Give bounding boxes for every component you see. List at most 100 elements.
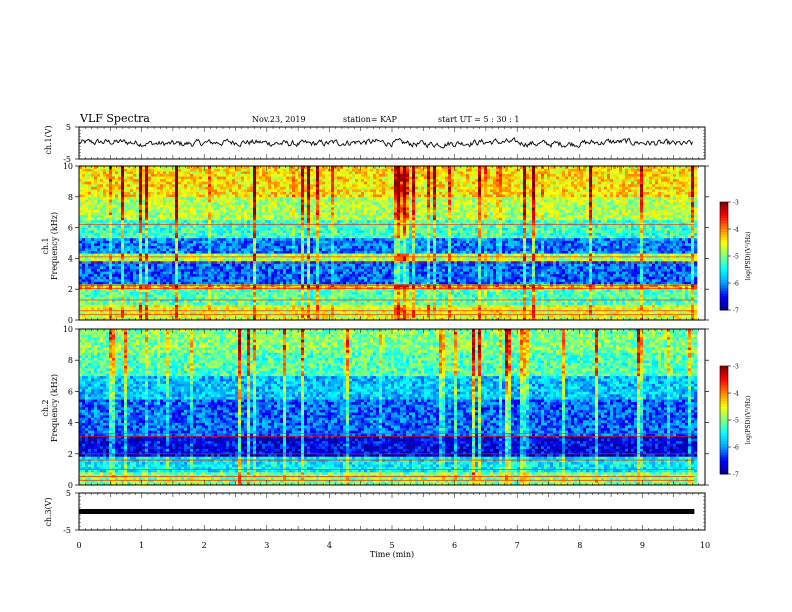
- spectrogram-cell: [439, 307, 442, 310]
- spectrogram-cell: [523, 315, 526, 318]
- spectrogram-cell: [244, 276, 247, 279]
- spectrogram-cell: [571, 302, 574, 305]
- spectrogram-cell: [640, 315, 643, 318]
- spectrogram-cell: [85, 315, 88, 318]
- spectrogram-cell: [265, 264, 268, 267]
- spectrogram-cell: [82, 315, 85, 318]
- spectrogram-cell: [205, 297, 208, 300]
- spectrogram-cell: [400, 302, 403, 305]
- spectrogram-cell: [670, 282, 673, 285]
- spectrogram-cell: [571, 292, 574, 295]
- spectrogram-cell: [421, 315, 424, 318]
- spectrogram-cell: [196, 289, 199, 292]
- spectrogram-cell: [679, 264, 682, 267]
- spectrogram-cell: [658, 305, 661, 308]
- spectrogram-cell: [463, 289, 466, 292]
- spectrogram-cell: [460, 271, 463, 274]
- spectrogram-cell: [208, 297, 211, 300]
- spectrogram-cell: [175, 289, 178, 292]
- spectrogram-cell: [538, 307, 541, 310]
- spectrogram-cell: [448, 271, 451, 274]
- spectrogram-cell: [331, 271, 334, 274]
- spectrogram-cell: [610, 305, 613, 308]
- spectrogram-cell: [568, 276, 571, 279]
- spectrogram-cell: [358, 297, 361, 300]
- spectrogram-cell: [448, 279, 451, 282]
- spectrogram-cell: [136, 271, 139, 274]
- spectrogram-cell: [523, 276, 526, 279]
- spectrogram-cell: [451, 297, 454, 300]
- spectrogram-cell: [289, 282, 292, 285]
- spectrogram-cell: [286, 315, 289, 318]
- spectrogram-cell: [583, 305, 586, 308]
- spectrogram-cell: [451, 282, 454, 285]
- spectrogram-cell: [412, 292, 415, 295]
- spectrogram-cell: [466, 294, 469, 297]
- spectrogram-cell: [196, 294, 199, 297]
- spectrogram-cell: [580, 269, 583, 272]
- spectrogram-cell: [223, 315, 226, 318]
- spectrogram-cell: [130, 305, 133, 308]
- spectrogram-cell: [217, 271, 220, 274]
- spectrogram-cell: [625, 279, 628, 282]
- spectrogram-cell: [433, 274, 436, 277]
- spectrogram-cell: [664, 276, 667, 279]
- spectrogram-cell: [217, 292, 220, 295]
- spectrogram-cell: [370, 302, 373, 305]
- spectrogram-cell: [313, 266, 316, 269]
- spectrogram-cell: [241, 266, 244, 269]
- spectrogram-cell: [463, 315, 466, 318]
- spectrogram-cell: [649, 271, 652, 274]
- spectrogram-cell: [220, 279, 223, 282]
- spectrogram-cell: [343, 266, 346, 269]
- spectrogram-cell: [283, 269, 286, 272]
- spectrogram-cell: [157, 266, 160, 269]
- spectrogram-cell: [391, 289, 394, 292]
- spectrogram-cell: [487, 279, 490, 282]
- spectrogram-cell: [181, 282, 184, 285]
- spectrogram-cell: [601, 261, 604, 264]
- spectrogram-cell: [292, 276, 295, 279]
- spectrogram-cell: [568, 307, 571, 310]
- spectrogram-cell: [466, 264, 469, 267]
- spectrogram-cell: [427, 271, 430, 274]
- spectrogram-cell: [532, 292, 535, 295]
- spectrogram-cell: [586, 276, 589, 279]
- spectrogram-cell: [355, 297, 358, 300]
- spectrogram-cell: [622, 315, 625, 318]
- spectrogram-cell: [220, 269, 223, 272]
- spectrogram-cell: [592, 274, 595, 277]
- spectrogram-cell: [487, 264, 490, 267]
- spectrogram-cell: [460, 315, 463, 318]
- spectrogram-cell: [526, 305, 529, 308]
- spectrogram-cell: [532, 307, 535, 310]
- spectrogram-cell: [571, 276, 574, 279]
- spectrogram-cell: [196, 282, 199, 285]
- spectrogram-cell: [106, 264, 109, 267]
- spectrogram-cell: [112, 282, 115, 285]
- spectrogram-cell: [544, 274, 547, 277]
- spectrogram-cell: [250, 261, 253, 264]
- spectrogram-cell: [361, 276, 364, 279]
- spectrogram-cell: [595, 261, 598, 264]
- spectrogram-cell: [124, 307, 127, 310]
- spectrogram-cell: [259, 307, 262, 310]
- spectrogram-cell: [166, 305, 169, 308]
- spectrogram-cell: [214, 305, 217, 308]
- spectrogram-cell: [145, 282, 148, 285]
- spectrogram-cell: [442, 266, 445, 269]
- spectrogram-cell: [631, 282, 634, 285]
- spectrogram-cell: [157, 276, 160, 279]
- spectrogram-cell: [562, 271, 565, 274]
- spectrogram-cell: [334, 305, 337, 308]
- spectrogram-cell: [217, 269, 220, 272]
- spectrogram-cell: [619, 297, 622, 300]
- spectrogram-cell: [253, 315, 256, 318]
- spectrogram-cell: [406, 292, 409, 295]
- spectrogram-cell: [262, 264, 265, 267]
- spectrogram-cell: [103, 282, 106, 285]
- spectrogram-cell: [379, 274, 382, 277]
- spectrogram-cell: [535, 276, 538, 279]
- spectrogram-cell: [391, 274, 394, 277]
- spectrogram-cell: [433, 292, 436, 295]
